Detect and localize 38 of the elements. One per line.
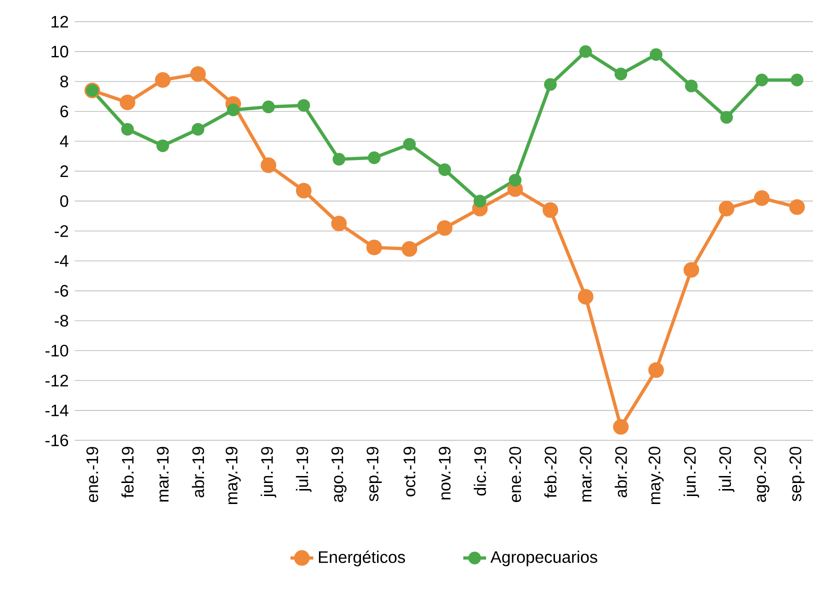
x-tick-label: sep.-19	[366, 446, 382, 502]
y-tick-label: 0	[60, 195, 68, 207]
x-tick-label: may.-20	[648, 446, 664, 504]
y-tick-label: 10	[52, 46, 68, 58]
x-tick-label: feb.-20	[544, 446, 557, 498]
y-tick-label: 6	[60, 105, 68, 118]
x-tick-label: mar.-20	[580, 446, 592, 502]
legend-label: Agropecuarios	[490, 550, 598, 566]
y-tick-label: -6	[54, 284, 68, 297]
x-tick-label: sep.-20	[790, 446, 805, 502]
x-tick-label: mar.-19	[156, 446, 169, 502]
x-tick-label: jun.-19	[260, 446, 276, 498]
legend-label: Energéticos	[318, 550, 405, 566]
y-tick-label: 12	[52, 16, 68, 28]
y-tick-label: -10	[45, 344, 68, 357]
x-tick-label: nov.-19	[438, 446, 451, 500]
x-tick-label: abr.-20	[614, 446, 627, 498]
y-tick-label: 8	[60, 76, 68, 88]
x-tick-label: ene.-20	[509, 446, 522, 502]
x-tick-label: jun.-20	[684, 446, 700, 498]
x-tick-label: jul.-20	[718, 446, 734, 492]
x-tick-label: jul.-19	[296, 446, 312, 492]
y-tick-label: -4	[54, 255, 68, 267]
x-tick-label: oct.-19	[404, 446, 416, 496]
y-tick-label: -14	[45, 404, 68, 416]
x-tick-label: ene.-19	[86, 446, 98, 502]
x-tick-label: feb.-19	[121, 446, 134, 498]
x-tick-label: ago.-19	[331, 446, 346, 502]
x-tick-label: ago.-20	[754, 446, 770, 502]
x-tick-label: may.-19	[226, 446, 241, 504]
y-tick-label: -2	[54, 225, 68, 237]
y-tick-label: 4	[60, 136, 68, 148]
y-tick-label: -8	[54, 314, 68, 327]
y-tick-label: -12	[45, 374, 68, 386]
y-tick-label: -16	[45, 434, 68, 446]
x-tick-label: abr.-19	[192, 446, 204, 498]
y-tick-label: 2	[60, 165, 68, 178]
x-tick-label: dic.-19	[474, 446, 486, 496]
